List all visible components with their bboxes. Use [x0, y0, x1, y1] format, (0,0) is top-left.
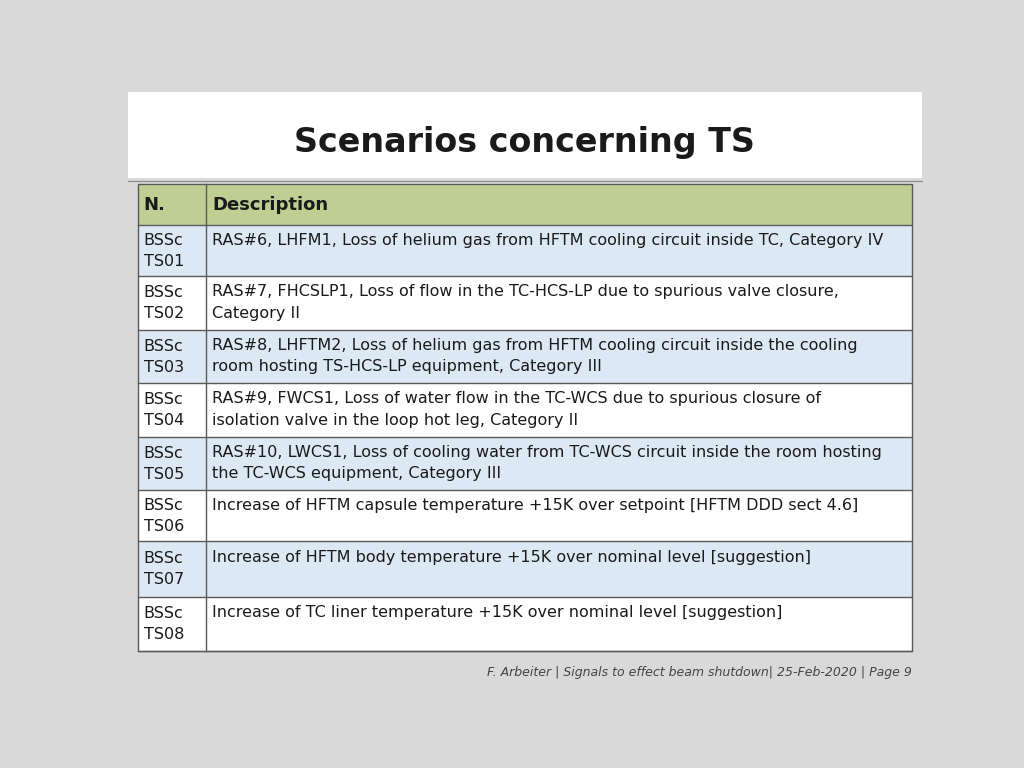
Text: Description: Description — [212, 196, 328, 214]
Bar — [137, 491, 912, 541]
Bar — [137, 225, 912, 276]
Bar — [137, 184, 912, 651]
Bar — [137, 184, 912, 225]
Bar — [137, 276, 912, 329]
Text: Increase of HFTM capsule temperature +15K over setpoint [HFTM DDD sect 4.6]: Increase of HFTM capsule temperature +15… — [212, 498, 858, 513]
Text: RAS#8, LHFTM2, Loss of helium gas from HFTM cooling circuit inside the cooling
r: RAS#8, LHFTM2, Loss of helium gas from H… — [212, 338, 858, 374]
Bar — [137, 383, 912, 437]
Text: RAS#6, LHFM1, Loss of helium gas from HFTM cooling circuit inside TC, Category I: RAS#6, LHFM1, Loss of helium gas from HF… — [212, 233, 884, 248]
Text: BSSc
TS07: BSSc TS07 — [143, 551, 184, 588]
Text: Increase of HFTM body temperature +15K over nominal level [suggestion]: Increase of HFTM body temperature +15K o… — [212, 550, 811, 564]
Text: BSSc
TS01: BSSc TS01 — [143, 233, 184, 269]
Bar — [137, 437, 912, 491]
Text: RAS#9, FWCS1, Loss of water flow in the TC-WCS due to spurious closure of
isolat: RAS#9, FWCS1, Loss of water flow in the … — [212, 392, 821, 428]
Text: BSSc
TS06: BSSc TS06 — [143, 498, 184, 534]
Text: BSSc
TS08: BSSc TS08 — [143, 606, 184, 642]
Text: N.: N. — [143, 196, 166, 214]
Text: Scenarios concerning TS: Scenarios concerning TS — [294, 126, 756, 159]
Text: F. Arbeiter | Signals to effect beam shutdown| 25-Feb-2020 | Page 9: F. Arbeiter | Signals to effect beam shu… — [487, 667, 912, 680]
Text: BSSc
TS04: BSSc TS04 — [143, 392, 184, 428]
Bar — [137, 184, 912, 651]
Bar — [137, 329, 912, 383]
Text: RAS#7, FHCSLP1, Loss of flow in the TC-HCS-LP due to spurious valve closure,
Cat: RAS#7, FHCSLP1, Loss of flow in the TC-H… — [212, 284, 839, 321]
Bar — [137, 541, 912, 598]
Bar — [128, 92, 922, 178]
Text: BSSc
TS02: BSSc TS02 — [143, 285, 184, 321]
Text: Increase of TC liner temperature +15K over nominal level [suggestion]: Increase of TC liner temperature +15K ov… — [212, 605, 782, 621]
Bar — [137, 598, 912, 651]
Text: BSSc
TS05: BSSc TS05 — [143, 445, 184, 482]
Text: RAS#10, LWCS1, Loss of cooling water from TC-WCS circuit inside the room hosting: RAS#10, LWCS1, Loss of cooling water fro… — [212, 445, 882, 482]
Text: BSSc
TS03: BSSc TS03 — [143, 339, 184, 375]
